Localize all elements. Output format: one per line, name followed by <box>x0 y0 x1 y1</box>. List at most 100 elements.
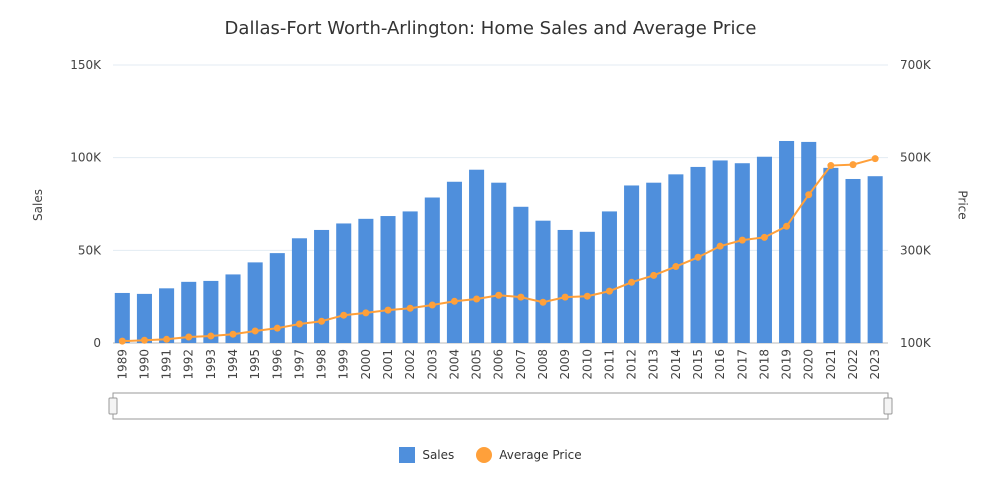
x-tick-label: 2012 <box>625 349 639 380</box>
point-average-price <box>628 278 636 286</box>
bar-sales <box>668 174 684 343</box>
point-average-price <box>295 320 303 328</box>
x-tick-label: 2009 <box>558 349 572 380</box>
x-tick-label: 2001 <box>381 349 395 380</box>
x-tick-label: 2015 <box>691 349 705 380</box>
price-swatch <box>476 447 493 463</box>
x-tick-label: 2007 <box>514 349 528 380</box>
bar-sales <box>557 229 573 343</box>
point-average-price <box>340 311 348 319</box>
x-tick-label: 2019 <box>780 349 794 380</box>
x-tick-label: 2017 <box>735 349 749 380</box>
y2-tick-label: 700K <box>900 58 932 72</box>
bar-sales <box>269 253 285 343</box>
bar-sales <box>225 274 241 343</box>
x-tick-label: 2020 <box>802 349 816 380</box>
bar-sales <box>358 218 374 343</box>
x-tick-label: 2005 <box>470 349 484 380</box>
x-tick-label: 2011 <box>602 349 616 380</box>
legend-label: Sales <box>422 448 455 462</box>
bar-sales <box>314 229 330 343</box>
y2-tick-label: 500K <box>900 151 932 165</box>
bar-sales <box>867 176 883 343</box>
x-tick-label: 1989 <box>115 349 129 380</box>
point-average-price <box>207 332 215 340</box>
x-tick-label: 2014 <box>669 349 683 380</box>
x-tick-label: 1992 <box>182 349 196 380</box>
range-slider-handle[interactable] <box>883 397 893 415</box>
bar-sales <box>469 169 485 343</box>
bar-sales <box>159 288 175 343</box>
point-average-price <box>229 330 237 338</box>
x-tick-label: 1990 <box>137 349 151 380</box>
x-tick-label: 2016 <box>713 349 727 380</box>
point-average-price <box>318 317 326 325</box>
point-average-price <box>251 327 259 335</box>
legend: Sales Average Price <box>0 447 981 463</box>
sales-swatch <box>399 447 416 463</box>
point-average-price <box>517 293 525 301</box>
x-tick-label: 1997 <box>292 349 306 380</box>
y2-tick-label: 100K <box>900 336 932 350</box>
x-tick-label: 2002 <box>403 349 417 380</box>
x-tick-label: 1998 <box>315 349 329 380</box>
point-average-price <box>140 336 148 344</box>
x-tick-label: 2010 <box>580 349 594 380</box>
y-tick-label: 50K <box>78 243 102 257</box>
bar-sales <box>380 216 396 343</box>
bar-sales <box>756 156 772 343</box>
legend-item-sales[interactable]: Sales <box>399 447 454 463</box>
bar-sales <box>624 185 640 343</box>
legend-label: Average Price <box>499 448 582 462</box>
point-average-price <box>716 242 724 250</box>
bar-sales <box>203 280 219 343</box>
range-slider <box>112 392 889 420</box>
bar-sales <box>181 281 197 343</box>
bar-sales <box>424 197 440 343</box>
bar-sales <box>779 140 795 343</box>
point-average-price <box>428 301 436 309</box>
plot-area: 0 50K 100K 150K 100K 300K 500K 700K 1989 1990 1991… <box>70 58 932 420</box>
bar-sales <box>712 160 728 343</box>
point-average-price <box>473 295 481 303</box>
bar-sales <box>336 223 352 343</box>
x-tick-label: 2018 <box>757 349 771 380</box>
bar-sales <box>801 141 817 343</box>
point-average-price <box>384 306 392 314</box>
x-tick-label: 2003 <box>425 349 439 380</box>
x-tick-label: 1993 <box>204 349 218 380</box>
point-average-price <box>273 324 281 332</box>
bar-sales <box>446 181 462 343</box>
point-average-price <box>561 293 569 301</box>
bar-sales <box>845 178 861 343</box>
x-tick-label: 1991 <box>160 349 174 380</box>
bar-sales <box>114 292 130 343</box>
chart-title: Dallas-Fort Worth-Arlington: Home Sales … <box>224 18 757 39</box>
x-tick-label: 2021 <box>824 349 838 380</box>
bar-sales <box>491 182 507 343</box>
y-tick-label: 0 <box>93 336 101 350</box>
bar-sales <box>247 262 263 343</box>
point-average-price <box>805 191 813 199</box>
bar-sales <box>601 211 617 343</box>
point-average-price <box>738 236 746 244</box>
point-average-price <box>163 335 171 343</box>
y2-tick-label: 300K <box>900 243 932 257</box>
x-tick-label: 2023 <box>868 349 882 380</box>
range-slider-handle[interactable] <box>108 397 118 415</box>
point-average-price <box>362 309 370 317</box>
point-average-price <box>185 333 193 341</box>
bar-sales <box>513 206 529 343</box>
point-average-price <box>760 233 768 241</box>
x-tick-label: 2022 <box>846 349 860 380</box>
bar-sales <box>136 293 152 343</box>
legend-item-price[interactable]: Average Price <box>476 447 582 463</box>
bar-sales <box>291 238 307 343</box>
bar-sales <box>646 182 662 343</box>
x-tick-label: 2008 <box>536 349 550 380</box>
x-tick-label: 2006 <box>492 349 506 380</box>
x-tick-label: 2000 <box>359 349 373 380</box>
point-average-price <box>539 298 547 306</box>
y-tick-label: 150K <box>70 58 102 72</box>
